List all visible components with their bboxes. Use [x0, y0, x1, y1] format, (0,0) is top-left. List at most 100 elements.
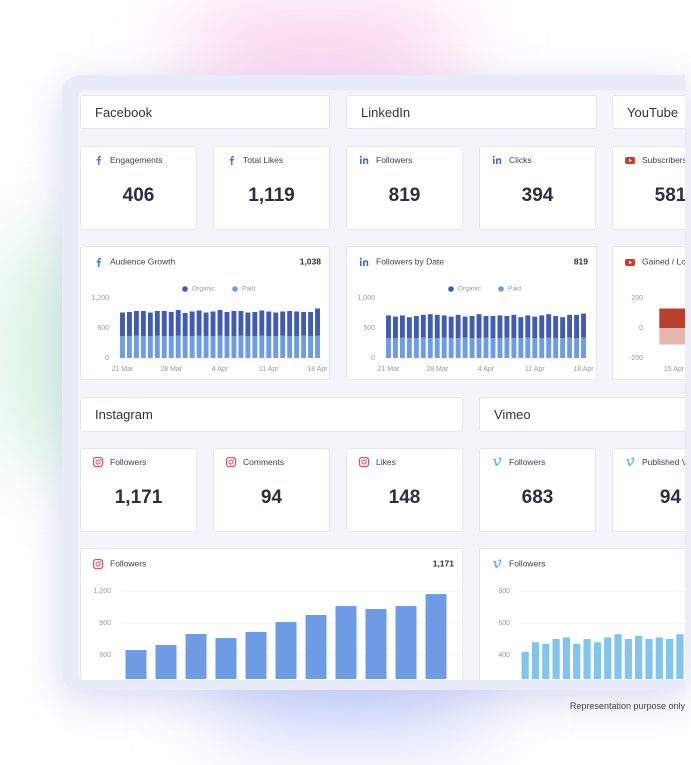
x-tick-label: 28 Mar [426, 366, 448, 373]
icon-shape [625, 457, 635, 466]
bar [294, 336, 300, 358]
bar [521, 651, 529, 679]
bar [567, 314, 573, 338]
bar [386, 338, 391, 358]
bar [133, 335, 139, 358]
bar [238, 335, 244, 358]
bar [420, 314, 426, 338]
icon-shape [100, 560, 102, 562]
legend-label: Paid [242, 286, 255, 293]
bar [224, 336, 230, 358]
bar [659, 328, 685, 345]
y-tick-label: 0 [105, 355, 109, 362]
y-tick-label: 800 [498, 588, 510, 595]
x-tick-label: 11 Apr [259, 366, 279, 373]
legend-label: Organic [458, 286, 482, 293]
bar [231, 336, 237, 358]
bar [365, 609, 387, 679]
bar [231, 311, 237, 336]
icon-shape [492, 559, 502, 568]
bar [525, 337, 531, 358]
bar [469, 316, 475, 339]
bar [252, 336, 258, 358]
platform-icon [492, 457, 502, 466]
bar [425, 594, 447, 679]
bar [154, 335, 160, 358]
platform-icon [625, 259, 635, 266]
bar [120, 336, 125, 358]
y-tick-label: 500 [363, 325, 375, 332]
platform-icon [96, 156, 101, 165]
chart-title: Audience Growth [110, 256, 175, 266]
bar [427, 338, 433, 358]
bar [259, 310, 265, 336]
bar [567, 337, 573, 358]
footnote: Representation purpose only [569, 701, 685, 711]
bar [560, 338, 566, 358]
legend-swatch [448, 286, 454, 292]
icon-shape [100, 458, 102, 460]
chart-title: Gained / Lo [642, 256, 685, 266]
platform-icon [96, 258, 101, 267]
metric-card: Followers 683 [479, 448, 596, 532]
icon-shape [359, 257, 362, 260]
bar [490, 316, 496, 339]
icon-shape [492, 155, 495, 158]
bar [147, 312, 153, 336]
bar [175, 335, 181, 358]
bar [259, 335, 265, 358]
bar [666, 639, 674, 679]
icon-shape [361, 459, 367, 465]
icon-shape [95, 459, 101, 465]
icon-shape [358, 456, 370, 468]
y-tick-label: -200 [629, 355, 643, 362]
metric-card: Comments 94 [213, 448, 330, 532]
bar [462, 316, 468, 338]
section-header: LinkedIn [346, 95, 597, 129]
bar [531, 642, 540, 679]
bar [434, 338, 440, 358]
bar [335, 606, 357, 679]
bar [280, 335, 286, 358]
bar [490, 338, 496, 358]
bar [275, 622, 297, 679]
bar [497, 338, 503, 358]
bar [238, 311, 244, 336]
bar [455, 338, 461, 358]
bar [120, 312, 125, 336]
bar [574, 314, 579, 339]
bar [252, 312, 258, 336]
metric-label: Followers [376, 155, 413, 165]
bar [553, 338, 559, 358]
bar [539, 338, 545, 358]
bar [469, 338, 475, 358]
bar [573, 643, 581, 679]
y-tick-label: 200 [631, 295, 643, 302]
icon-shape [225, 456, 237, 468]
bar [399, 337, 405, 358]
x-tick-label: 21 Mar [378, 366, 400, 373]
metric-label: Engagements [110, 155, 163, 165]
section-title: Instagram [95, 407, 153, 422]
bar [542, 643, 550, 679]
bar [189, 336, 195, 358]
x-tick-label: 4 Apr [212, 366, 229, 373]
bar [406, 317, 412, 339]
x-tick-label: 11 Apr [525, 366, 545, 373]
bar [315, 308, 320, 336]
platform-icon [359, 155, 369, 164]
icon-shape [96, 258, 101, 267]
bar [511, 338, 517, 358]
metric-label: Followers [509, 457, 546, 467]
icon-shape [95, 561, 101, 567]
bar [546, 314, 552, 338]
bar [161, 336, 167, 358]
metric-card: Followers 819 [346, 146, 463, 230]
icon-shape [629, 260, 632, 265]
bar [273, 336, 279, 358]
bar [574, 338, 579, 358]
bar [147, 336, 153, 358]
section-header: Instagram [80, 397, 463, 432]
bar [168, 312, 174, 336]
